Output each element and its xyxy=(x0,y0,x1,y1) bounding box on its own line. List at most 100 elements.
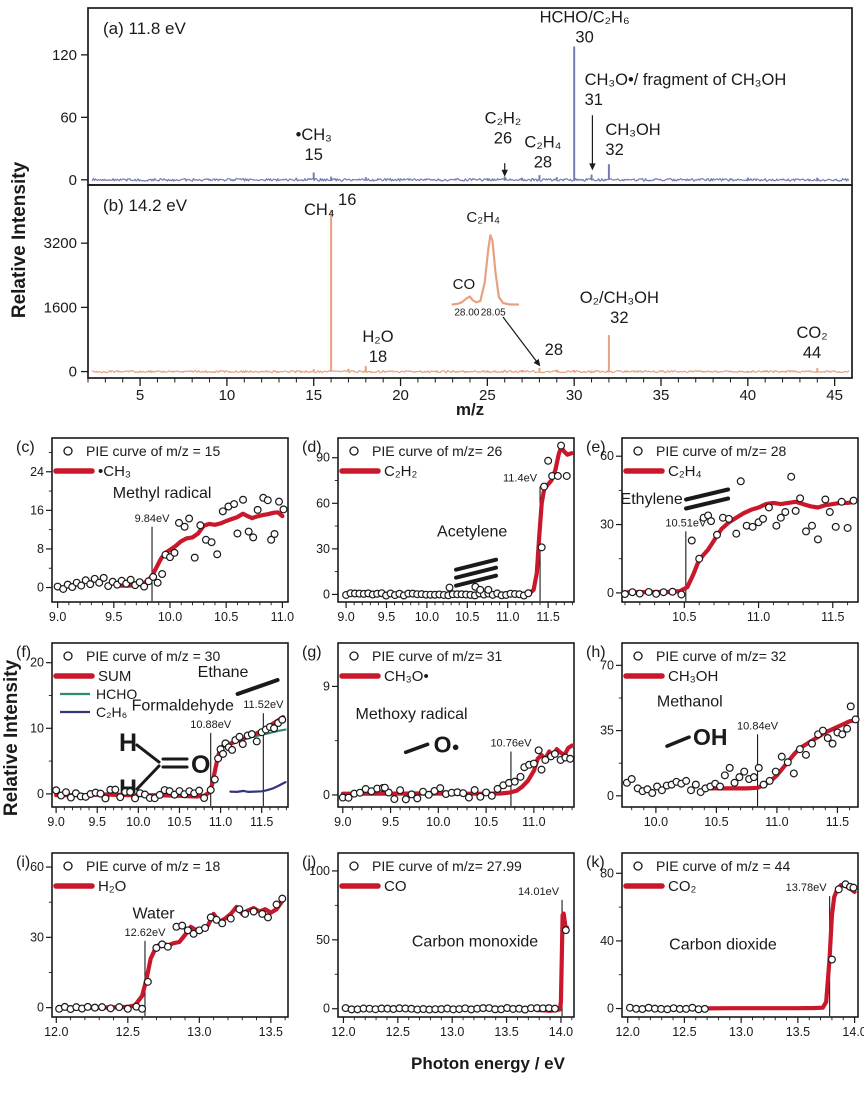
svg-text:11.0: 11.0 xyxy=(747,610,770,624)
pie-panel-k: (k) 12.0 12.5 13.0 13.5 14.0 0 40 80 13.78eV Carbo… xyxy=(586,852,864,1039)
svg-text:28: 28 xyxy=(534,154,552,172)
svg-text:0: 0 xyxy=(607,586,614,600)
svg-text:PIE curve of m/z = 15: PIE curve of m/z = 15 xyxy=(86,443,220,459)
svg-text:CO: CO xyxy=(453,276,476,293)
svg-text:0: 0 xyxy=(37,1001,44,1015)
svg-text:Water: Water xyxy=(133,906,176,923)
svg-text:11.0: 11.0 xyxy=(271,610,294,624)
svg-text:10.5: 10.5 xyxy=(167,815,191,829)
svg-text:(c): (c) xyxy=(16,439,35,456)
svg-text:10.5: 10.5 xyxy=(474,815,498,829)
svg-text:10.84eV: 10.84eV xyxy=(737,720,779,732)
svg-text:Methyl radical: Methyl radical xyxy=(113,485,212,502)
svg-text:9.5: 9.5 xyxy=(378,610,395,624)
svg-text:Carbon monoxide: Carbon monoxide xyxy=(412,934,538,951)
svg-text:10.0: 10.0 xyxy=(158,610,182,624)
svg-text:10.5: 10.5 xyxy=(455,610,479,624)
svg-text:80: 80 xyxy=(600,866,614,880)
svg-text:11.52eV: 11.52eV xyxy=(243,699,284,711)
svg-text:0: 0 xyxy=(607,1002,614,1016)
svg-text:12.5: 12.5 xyxy=(672,1025,696,1039)
svg-text:Methoxy radical: Methoxy radical xyxy=(356,706,468,723)
svg-text:120: 120 xyxy=(52,47,77,64)
svg-text:32: 32 xyxy=(610,309,628,327)
svg-text:HCHO: HCHO xyxy=(96,686,137,702)
scatter-points xyxy=(625,880,858,1014)
svg-text:CO: CO xyxy=(384,878,407,895)
svg-text:(j): (j) xyxy=(302,854,316,871)
svg-text:H₂O: H₂O xyxy=(98,878,126,895)
svg-text:11.0: 11.0 xyxy=(765,815,788,829)
svg-text:9.0: 9.0 xyxy=(337,610,354,624)
svg-text:12.5: 12.5 xyxy=(116,1025,140,1039)
svg-text:10.51eV: 10.51eV xyxy=(665,517,707,529)
svg-text:(e): (e) xyxy=(586,439,606,456)
svg-text:30: 30 xyxy=(566,387,583,402)
svg-text:10.88eV: 10.88eV xyxy=(190,719,232,731)
svg-text:30: 30 xyxy=(575,29,593,47)
svg-text:25: 25 xyxy=(479,387,496,402)
svg-text:0: 0 xyxy=(37,787,44,801)
svg-text:24: 24 xyxy=(30,465,44,479)
svg-text:13.5: 13.5 xyxy=(786,1025,810,1039)
svg-text:15: 15 xyxy=(305,146,323,164)
svg-text:35: 35 xyxy=(653,387,670,402)
svg-text:9.5: 9.5 xyxy=(89,815,106,829)
svg-text:•CH₃: •CH₃ xyxy=(296,126,332,144)
svg-text:11.5: 11.5 xyxy=(821,610,844,624)
svg-text:PIE curve of m/z= 31: PIE curve of m/z= 31 xyxy=(372,648,503,664)
svg-text:12.0: 12.0 xyxy=(44,1025,68,1039)
svg-text:C₂H₆: C₂H₆ xyxy=(96,704,127,720)
svg-text:CH₃OH: CH₃OH xyxy=(668,668,718,685)
svg-text:10.0: 10.0 xyxy=(415,610,439,624)
svg-text:11.5: 11.5 xyxy=(250,815,273,829)
svg-text:Ethylene: Ethylene xyxy=(621,491,683,508)
svg-text:CH₃O•/ fragment of CH₃OH: CH₃O•/ fragment of CH₃OH xyxy=(585,71,787,89)
svg-text:9: 9 xyxy=(323,679,330,693)
svg-text:Methanol: Methanol xyxy=(657,693,723,710)
svg-text:PIE curve of m/z= 32: PIE curve of m/z= 32 xyxy=(656,648,787,664)
svg-text:60: 60 xyxy=(60,109,77,126)
svg-text:PIE curve of m/z= 28: PIE curve of m/z= 28 xyxy=(656,443,787,459)
pie-chart-h: (h) 10.0 10.5 11.0 11.5 0 35 70 10.84eV Methanol O… xyxy=(586,642,860,829)
svg-text:11.5: 11.5 xyxy=(536,610,559,624)
svg-text:11.0: 11.0 xyxy=(522,815,545,829)
svg-text:(h): (h) xyxy=(586,644,606,661)
pie-panel-d: (d) 9.0 9.5 10.0 10.5 11.0 11.5 0 30 60 90 11.4eV Ac… xyxy=(302,437,575,624)
svg-text:14.01eV: 14.01eV xyxy=(518,886,560,898)
scatter-points xyxy=(342,441,571,600)
methoxy-structure-drawing: O xyxy=(403,731,459,757)
svg-text:1600: 1600 xyxy=(44,299,77,316)
svg-text:13.78eV: 13.78eV xyxy=(786,882,828,894)
svg-text:31: 31 xyxy=(585,91,603,109)
svg-text:45: 45 xyxy=(826,387,843,402)
svg-text:0: 0 xyxy=(323,788,330,802)
svg-text:(g): (g) xyxy=(302,644,322,661)
svg-text:32: 32 xyxy=(605,141,623,159)
svg-text:20: 20 xyxy=(392,387,409,402)
svg-text:C₂H₄: C₂H₄ xyxy=(524,134,561,152)
mass-spectra-panel: 0 60 120 (a) 11.8 eV •CH₃ 15 C₂H₂ 26 C₂H₄ 28 HCHO/… xyxy=(44,7,853,402)
svg-text:10.5: 10.5 xyxy=(704,815,728,829)
svg-text:PIE curve of m/z = 44: PIE curve of m/z = 44 xyxy=(656,858,790,874)
svg-text:C₂H₄: C₂H₄ xyxy=(668,463,702,480)
svg-text:30: 30 xyxy=(600,518,614,532)
pie-panel-j: (j) 12.0 12.5 13.0 13.5 14.0 0 50 100 14.01eV Carb… xyxy=(302,852,575,1039)
svg-text:O: O xyxy=(434,731,452,757)
pie-panel-g: (g) 9.0 9.5 10.0 10.5 11.0 0 9 10.76eV Methoxy ra… xyxy=(302,642,575,829)
scatter-points xyxy=(53,493,288,593)
svg-text:60: 60 xyxy=(30,860,44,874)
svg-text:C₂H₄: C₂H₄ xyxy=(466,209,500,226)
pie-panel-h: (h) 10.0 10.5 11.0 11.5 0 35 70 10.84eV Methanol O… xyxy=(586,642,860,829)
svg-text:10.0: 10.0 xyxy=(644,815,668,829)
scatter-points xyxy=(620,472,858,599)
svg-text:10.5: 10.5 xyxy=(214,610,238,624)
svg-text:O: O xyxy=(191,751,210,779)
svg-text:11.0: 11.0 xyxy=(496,610,519,624)
svg-text:Formaldehyde: Formaldehyde xyxy=(132,698,234,715)
svg-text:12.62eV: 12.62eV xyxy=(124,927,166,939)
svg-text:(d): (d) xyxy=(302,439,322,456)
svg-text:H: H xyxy=(119,729,137,757)
svg-text:9.84eV: 9.84eV xyxy=(135,513,171,525)
